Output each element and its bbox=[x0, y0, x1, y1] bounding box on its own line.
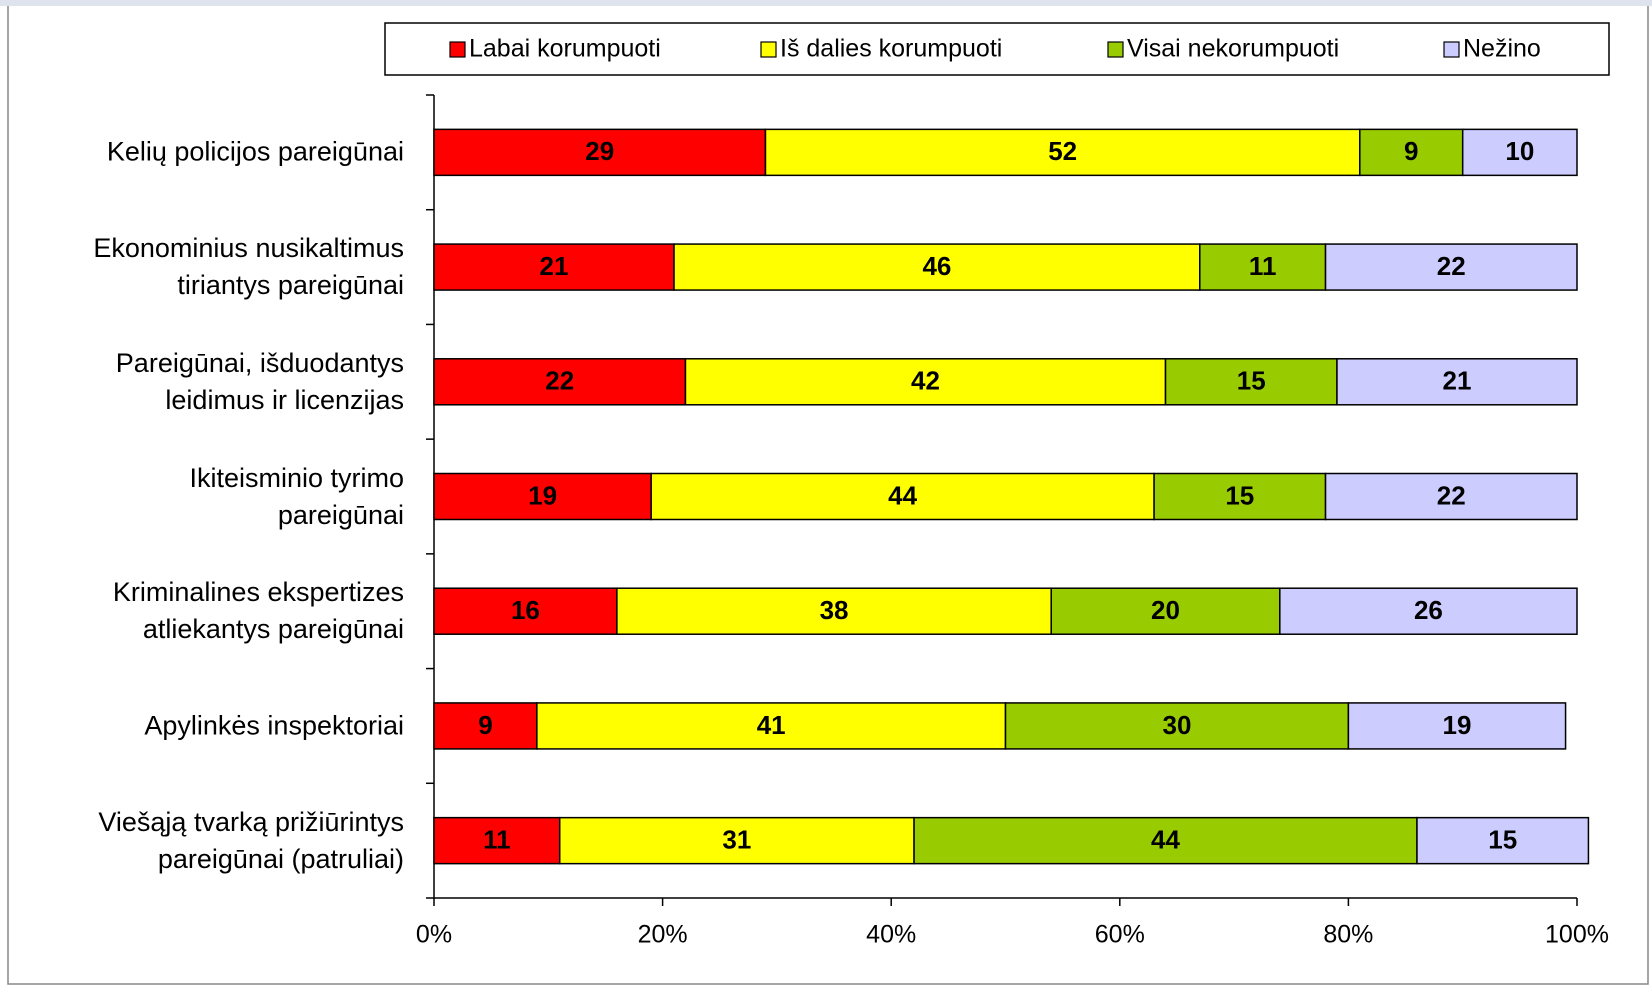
bar-segment bbox=[558, 816, 915, 865]
bar-segment bbox=[433, 472, 652, 521]
legend-label: Labai korumpuoti bbox=[469, 35, 661, 63]
category-label: Ikiteisminio tyrimo pareigūnai bbox=[189, 462, 404, 530]
value-label: 11 bbox=[483, 825, 511, 855]
value-label: 9 bbox=[1404, 136, 1418, 166]
bar-segment bbox=[1336, 358, 1578, 406]
value-label: 22 bbox=[1437, 480, 1466, 510]
value-label: 44 bbox=[888, 480, 917, 510]
value-label: 41 bbox=[757, 710, 786, 740]
value-label: 31 bbox=[722, 825, 751, 855]
value-label: 11 bbox=[1249, 251, 1277, 281]
value-label: 19 bbox=[528, 480, 557, 510]
bar-segment bbox=[1359, 128, 1464, 177]
value-label: 30 bbox=[1162, 710, 1191, 740]
bar-segment bbox=[433, 816, 561, 865]
bar-segment bbox=[1324, 472, 1578, 521]
bar-segment bbox=[684, 358, 1167, 406]
bar-segment bbox=[536, 702, 1007, 750]
bar-segment bbox=[1050, 587, 1281, 635]
bar-segment bbox=[650, 472, 1155, 521]
bar-segment bbox=[1199, 243, 1327, 291]
value-label: 44 bbox=[1151, 825, 1180, 855]
category-label: Ekonominius nusikaltimus tiriantys parei… bbox=[93, 233, 404, 301]
category-label: Viešąją tvarką prižiūrintys pareigūnai (… bbox=[98, 806, 404, 874]
value-label: 20 bbox=[1151, 595, 1180, 625]
bar-segment bbox=[1324, 243, 1578, 291]
value-label: 15 bbox=[1237, 366, 1266, 396]
value-label: 15 bbox=[1488, 825, 1517, 855]
value-label: 10 bbox=[1505, 136, 1534, 166]
x-tick-label: 40% bbox=[866, 921, 916, 949]
bar-segment bbox=[1347, 702, 1567, 750]
x-tick-label: 60% bbox=[1095, 921, 1145, 949]
category-label: Pareigūnai, išduodantys leidimus ir lice… bbox=[115, 347, 404, 415]
legend-swatch bbox=[449, 41, 466, 58]
value-label: 16 bbox=[511, 595, 540, 625]
value-label: 21 bbox=[540, 251, 569, 281]
bar-segment bbox=[913, 816, 1418, 865]
bar-segment bbox=[616, 587, 1052, 635]
bar-segment bbox=[433, 358, 687, 406]
bar-segment bbox=[1279, 587, 1578, 635]
value-label: 26 bbox=[1414, 595, 1443, 625]
bar-segment bbox=[1004, 702, 1350, 750]
value-label: 52 bbox=[1048, 136, 1077, 166]
x-tick-label: 100% bbox=[1545, 921, 1609, 949]
value-label: 22 bbox=[545, 366, 574, 396]
value-label: 21 bbox=[1443, 366, 1472, 396]
value-label: 22 bbox=[1437, 251, 1466, 281]
bar-segment bbox=[673, 243, 1201, 291]
header-band bbox=[0, 0, 1652, 6]
bar-segment bbox=[1416, 816, 1590, 865]
legend-label: Visai nekorumpuoti bbox=[1127, 35, 1339, 63]
value-label: 19 bbox=[1443, 710, 1472, 740]
value-label: 42 bbox=[911, 366, 940, 396]
legend-swatch bbox=[760, 41, 777, 58]
bar-segment bbox=[433, 587, 618, 635]
bar-segment bbox=[1153, 472, 1327, 521]
legend-label: Iš dalies korumpuoti bbox=[780, 35, 1002, 63]
bar-segment bbox=[764, 128, 1361, 177]
legend-box bbox=[384, 22, 1610, 76]
category-label: Kriminalines ekspertizes atliekantys par… bbox=[112, 577, 404, 645]
value-label: 46 bbox=[922, 251, 951, 281]
legend-label: Nežino bbox=[1463, 35, 1541, 63]
legend-swatch bbox=[1107, 41, 1124, 58]
legend-swatch bbox=[1443, 41, 1460, 58]
bar-segment bbox=[1461, 128, 1578, 177]
category-label: Apylinkės inspektoriai bbox=[144, 710, 404, 741]
value-label: 38 bbox=[820, 595, 849, 625]
value-label: 29 bbox=[585, 136, 614, 166]
category-label: Kelių policijos pareigūnai bbox=[106, 136, 404, 167]
value-label: 9 bbox=[478, 710, 492, 740]
x-tick-label: 80% bbox=[1323, 921, 1373, 949]
x-tick-label: 20% bbox=[638, 921, 688, 949]
x-tick-label: 0% bbox=[416, 921, 452, 949]
value-label: 15 bbox=[1225, 480, 1254, 510]
